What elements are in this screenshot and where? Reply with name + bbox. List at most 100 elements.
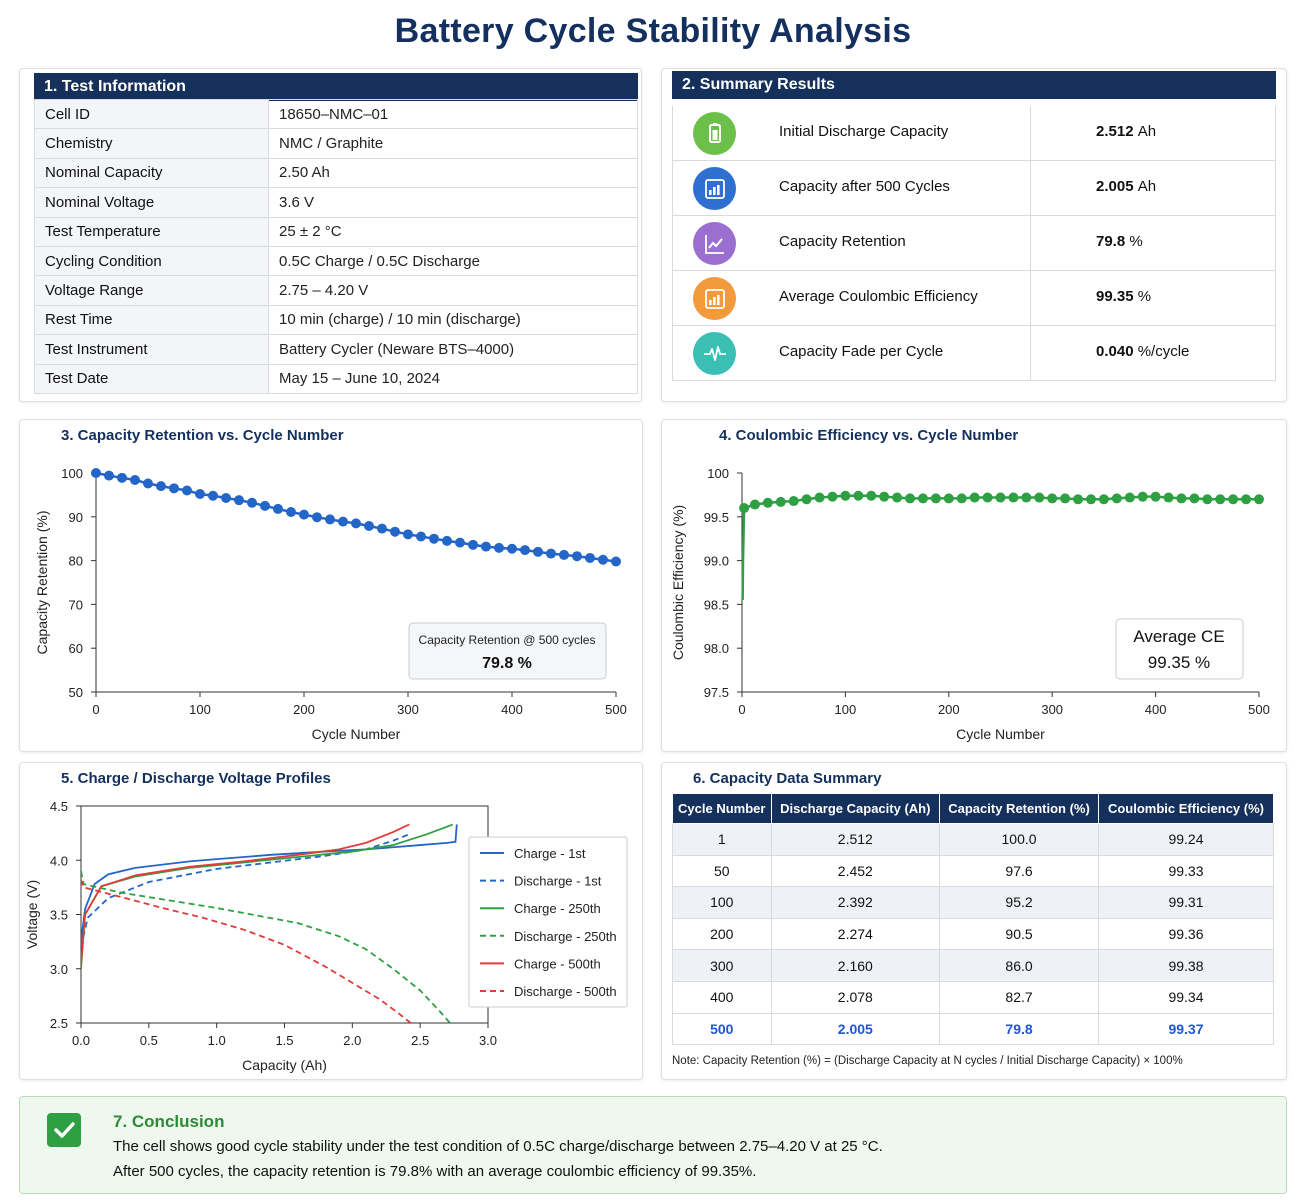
ce-point <box>1034 492 1045 503</box>
ce-point <box>1008 492 1019 503</box>
ce-point <box>1021 492 1032 503</box>
pulse-icon <box>693 332 736 375</box>
summary-value: 79.8 % <box>1096 233 1143 250</box>
retention-point <box>442 535 452 546</box>
retention-point <box>494 542 504 553</box>
ce-line <box>741 494 1259 601</box>
legend-box <box>468 836 628 1008</box>
ce-point <box>814 492 825 503</box>
table-cell: 2.274 <box>770 917 941 951</box>
retention-point <box>195 489 205 500</box>
retention-point <box>455 537 465 548</box>
divider <box>1030 161 1031 215</box>
y-tick-label: 90 <box>69 510 83 525</box>
summary-label: Initial Discharge Capacity <box>779 123 949 140</box>
table-cell: 2.005 <box>770 1012 941 1046</box>
summary-label: Capacity after 500 Cycles <box>779 178 950 195</box>
x-tick-label: 400 <box>501 702 523 717</box>
summary-label: Capacity Retention <box>779 233 906 250</box>
ce-point <box>1228 494 1239 505</box>
y-tick-label: 3.5 <box>50 908 68 923</box>
x-tick-label: 500 <box>605 702 627 717</box>
bar-chart-icon <box>693 277 736 320</box>
y-tick-label: 3.0 <box>50 962 68 977</box>
x-tick-label: 2.0 <box>343 1033 361 1048</box>
trend-line-icon <box>693 222 736 265</box>
y-tick-label: 99.0 <box>704 554 729 569</box>
retention-point <box>143 478 153 489</box>
series-line-5 <box>81 879 412 1023</box>
voltage-profiles-panel: 5. Charge / Discharge Voltage Profiles 0… <box>19 762 643 1080</box>
battery-icon <box>693 112 736 155</box>
y-tick-label: 80 <box>69 554 83 569</box>
info-row: Rest Time 10 min (charge) / 10 min (disch… <box>34 304 638 336</box>
table-cell: 2.512 <box>770 823 941 856</box>
info-key: Rest Time <box>34 304 269 336</box>
retention-point <box>416 531 426 542</box>
column-header: Discharge Capacity (Ah) <box>770 793 941 824</box>
summary-unit: %/cycle <box>1137 343 1190 360</box>
annotation-value: 99.35 % <box>1148 653 1210 672</box>
info-value: 25 ± 2 °C <box>268 216 638 247</box>
retention-point <box>234 495 244 506</box>
info-key: Cycling Condition <box>34 245 269 277</box>
ce-point <box>827 491 838 502</box>
summary-unit: % <box>1137 288 1152 305</box>
retention-point <box>572 551 582 562</box>
retention-point <box>156 481 166 492</box>
table-cell: 99.33 <box>1097 854 1275 888</box>
table-cell: 300 <box>672 949 772 982</box>
test-information-table: Cell ID 18650–NMC–01 Chemistry NMC / Graphi… <box>34 98 638 394</box>
summary-label: Capacity Fade per Cycle <box>779 343 944 360</box>
table-cell: 200 <box>672 917 772 951</box>
legend-label: Discharge - 250th <box>514 929 617 944</box>
retention-point <box>377 523 387 534</box>
table-cell: 99.34 <box>1097 980 1275 1014</box>
y-tick-label: 99.5 <box>704 510 729 525</box>
series-group <box>81 823 458 1023</box>
summary-row: Capacity after 500 Cycles 2.005 Ah <box>672 161 1276 216</box>
annotation-label: Capacity Retention @ 500 cycles <box>419 633 596 647</box>
x-tick-label: 100 <box>189 702 211 717</box>
retention-point <box>520 545 530 556</box>
legend-label: Charge - 250th <box>514 901 601 916</box>
retention-point <box>390 526 400 537</box>
annotation-box <box>1115 618 1244 680</box>
table-cell: 500 <box>672 1012 772 1046</box>
summary-number: 2.512 <box>1096 123 1134 140</box>
info-row: Cycling Condition 0.5C Charge / 0.5C Disc… <box>34 245 638 277</box>
ce-point <box>866 490 877 501</box>
x-tick-label: 500 <box>1248 702 1270 717</box>
ce-point <box>788 496 799 507</box>
ce-point <box>995 492 1006 503</box>
x-axis-label: Cycle Number <box>312 726 401 742</box>
coulombic-efficiency-title: 4. Coulombic Efficiency vs. Cycle Number <box>719 427 1019 444</box>
y-axis-label: Capacity Retention (%) <box>34 511 50 655</box>
test-information-heading: 1. Test Information <box>34 73 638 101</box>
x-tick-label: 200 <box>293 702 315 717</box>
retention-point <box>559 549 569 560</box>
info-value: 18650–NMC–01 <box>268 98 638 130</box>
info-row: Test Date May 15 – June 10, 2024 <box>34 363 638 394</box>
x-tick-label: 2.5 <box>411 1033 429 1048</box>
conclusion-title: 7. Conclusion <box>113 1112 225 1131</box>
checkmark-icon <box>47 1113 81 1147</box>
x-tick-label: 0 <box>738 702 745 717</box>
table-cell: 99.31 <box>1097 886 1275 919</box>
ce-point <box>739 503 750 514</box>
retention-point <box>273 503 283 514</box>
legend-label: Discharge - 500th <box>514 984 617 999</box>
retention-point <box>325 514 335 525</box>
x-tick-label: 200 <box>938 702 960 717</box>
table-cell: 82.7 <box>939 980 1099 1014</box>
summary-row: Capacity Retention 79.8 % <box>672 216 1276 271</box>
ce-point <box>1189 493 1200 504</box>
ce-point <box>840 490 851 501</box>
info-key: Chemistry <box>34 128 269 159</box>
ce-point <box>762 497 773 508</box>
ce-point <box>956 493 967 504</box>
column-header: Coulombic Efficiency (%) <box>1097 793 1275 824</box>
retention-point <box>169 483 179 494</box>
summary-value: 0.040 %/cycle <box>1096 343 1189 360</box>
capacity-data-title: 6. Capacity Data Summary <box>693 770 882 787</box>
